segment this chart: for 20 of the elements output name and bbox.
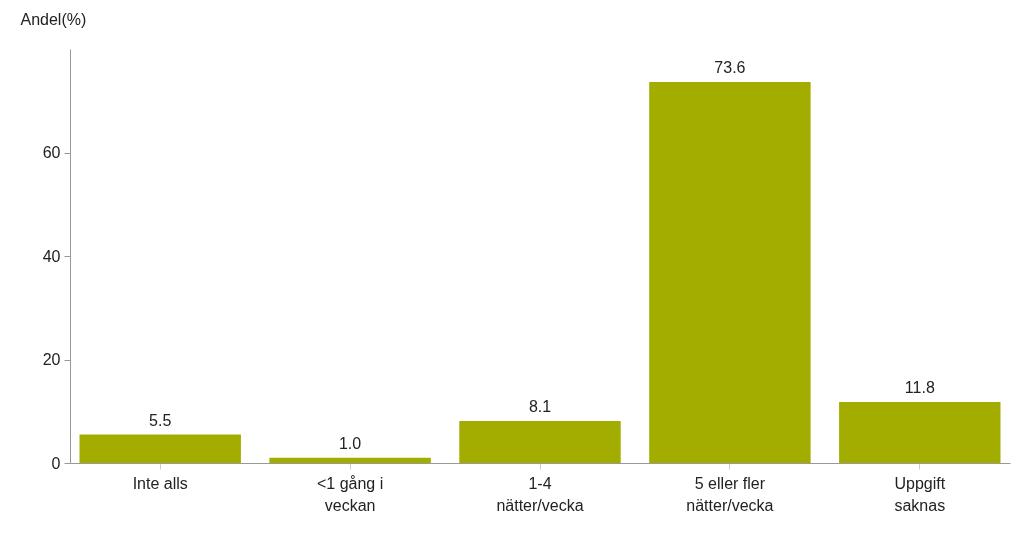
x-tick-label: Uppgift saknas [894, 474, 946, 514]
bar [839, 401, 1001, 463]
x-tick-label: Inte alls [132, 474, 188, 492]
y-axis-title: Andel(%) [20, 10, 87, 28]
data-label: 5.5 [149, 411, 172, 429]
x-tick-label: 1-4 nätter/vecka [496, 474, 584, 514]
data-label: 8.1 [528, 398, 552, 416]
y-tick-label: 20 [42, 351, 61, 368]
bar [649, 82, 811, 463]
bar [79, 434, 241, 463]
y-tick-label: 0 [51, 454, 61, 472]
data-label: 11.8 [904, 378, 935, 396]
bar [459, 421, 621, 463]
x-tick-label: <1 gång i veckan [316, 474, 384, 514]
y-tick-label: 40 [42, 247, 61, 265]
data-label: 73.6 [714, 59, 746, 77]
bar [269, 457, 431, 463]
x-tick-label: 5 eller fler nätter/vecka [686, 474, 774, 514]
data-label: 1.0 [338, 434, 362, 452]
y-tick-label: 60 [42, 144, 61, 161]
